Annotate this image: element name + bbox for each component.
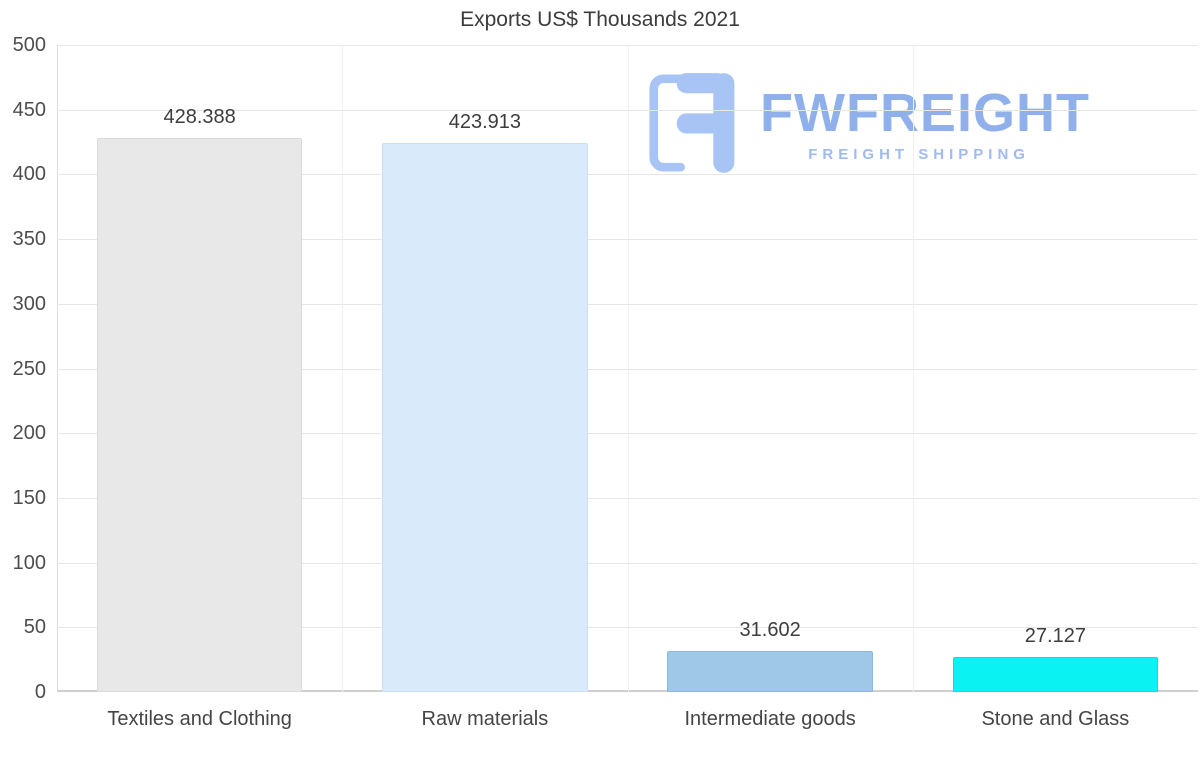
- y-axis-tick-label: 500: [12, 34, 46, 56]
- y-axis-tick-label: 200: [12, 422, 46, 445]
- value-label-stone-and-glass: 27.127: [1024, 624, 1086, 647]
- brand-logo-icon: [649, 73, 735, 173]
- brand-watermark: FWFREIGHT FREIGHT SHIPPING: [648, 68, 1090, 178]
- y-axis-tick-label: 150: [12, 486, 46, 509]
- x-axis-label-raw-materials: Raw materials: [421, 708, 549, 730]
- x-gridline: [627, 45, 629, 692]
- value-label-raw-materials: 423.913: [448, 111, 522, 134]
- brand-tagline: FREIGHT SHIPPING: [808, 145, 1030, 163]
- value-label-intermediate-goods: 31.602: [739, 619, 801, 642]
- brand-name: FWFREIGHT: [760, 82, 1090, 143]
- y-axis-tick-label: 0: [34, 681, 46, 703]
- bar-stone-and-glass: [952, 656, 1159, 692]
- y-axis-tick-label: 50: [23, 616, 46, 639]
- y-axis-tick-label: 100: [12, 551, 46, 574]
- y-axis-tick-label: 250: [12, 357, 46, 380]
- y-axis-tick-label: 300: [12, 292, 46, 315]
- bar-textiles-and-clothing: [96, 137, 303, 692]
- x-gridline: [342, 45, 344, 692]
- value-label-textiles-and-clothing: 428.388: [163, 105, 236, 128]
- x-gridline: [912, 45, 914, 692]
- chart-title: Exports US$ Thousands 2021: [460, 8, 740, 31]
- brand-text-block: FWFREIGHT FREIGHT SHIPPING: [760, 84, 1090, 163]
- x-axis-label-textiles-and-clothing: Textiles and Clothing: [107, 708, 292, 730]
- y-axis-tick-label: 450: [12, 98, 46, 121]
- bar-intermediate-goods: [667, 651, 873, 692]
- y-axis-tick-label: 400: [12, 163, 46, 186]
- bar-raw-materials: [382, 143, 588, 692]
- x-axis-label-intermediate-goods: Intermediate goods: [684, 708, 856, 730]
- x-axis-label-stone-and-glass: Stone and Glass: [981, 708, 1130, 730]
- y-axis-tick-label: 350: [12, 228, 46, 251]
